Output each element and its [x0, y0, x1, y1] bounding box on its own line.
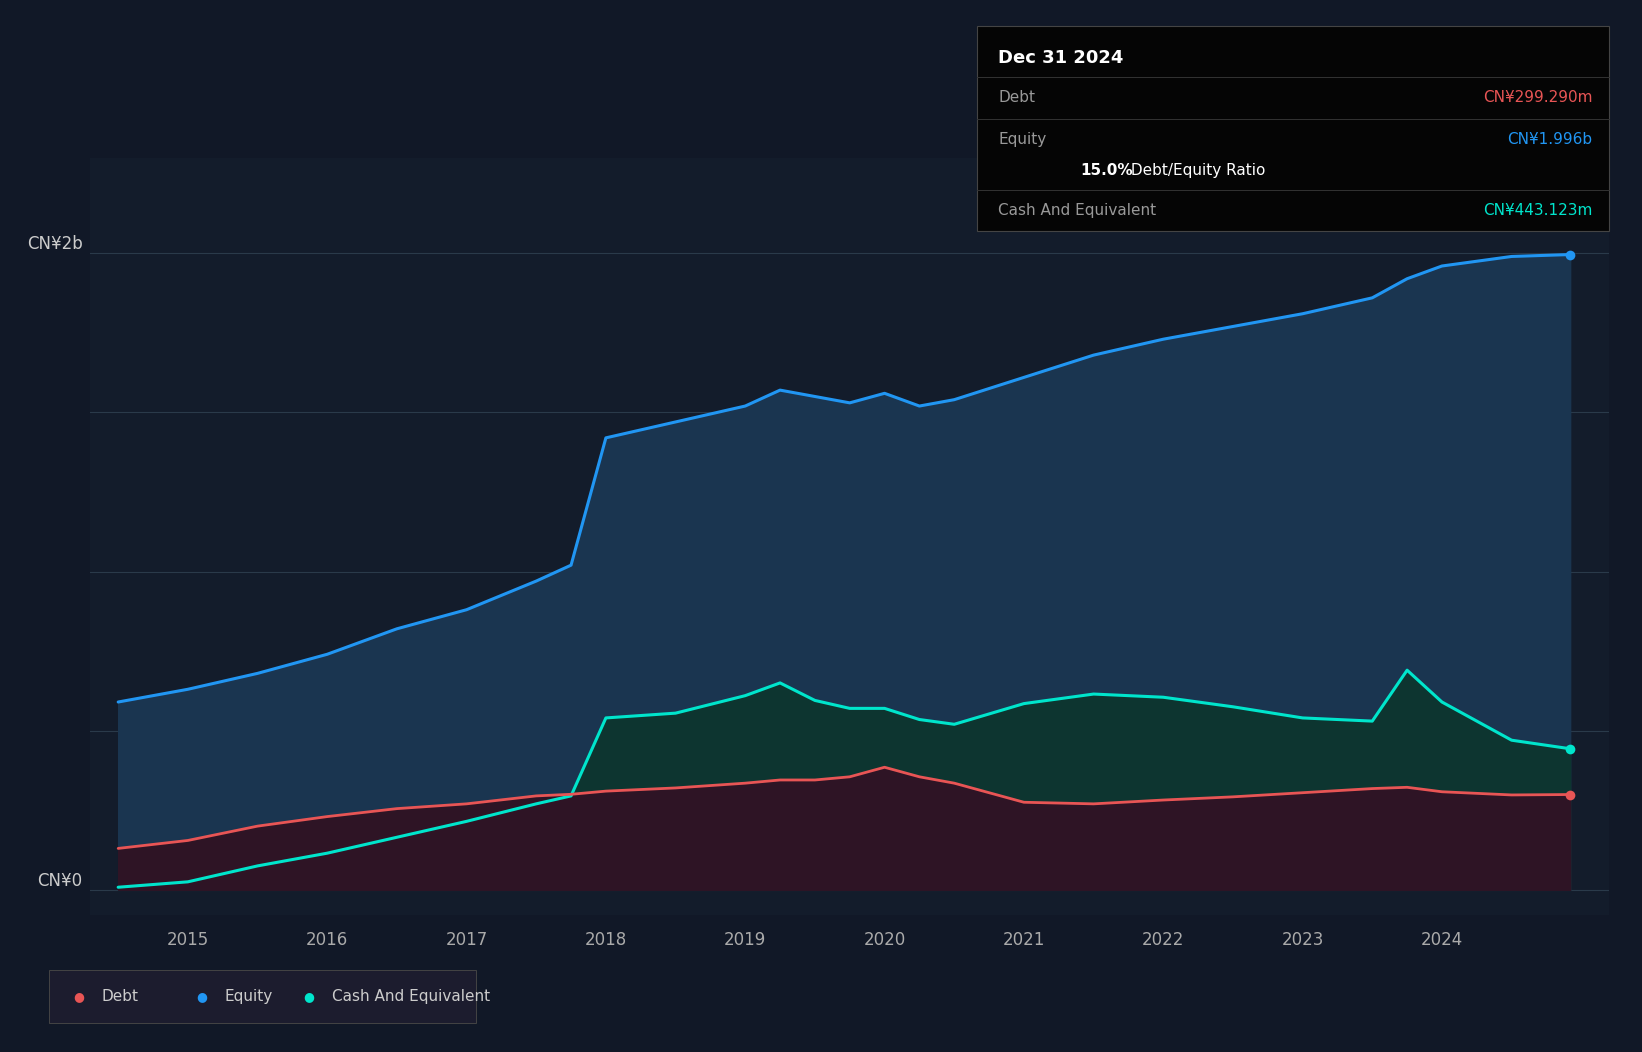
Text: CN¥2b: CN¥2b: [26, 236, 82, 254]
Text: Debt: Debt: [998, 90, 1036, 105]
Text: CN¥1.996b: CN¥1.996b: [1507, 132, 1593, 147]
Text: Cash And Equivalent: Cash And Equivalent: [332, 989, 489, 1004]
Text: ●: ●: [74, 990, 84, 1003]
Text: CN¥299.290m: CN¥299.290m: [1483, 90, 1593, 105]
Text: 15.0%: 15.0%: [1080, 163, 1133, 178]
Text: Dec 31 2024: Dec 31 2024: [998, 48, 1123, 67]
Text: Debt/Equity Ratio: Debt/Equity Ratio: [1126, 163, 1266, 178]
Text: Equity: Equity: [225, 989, 273, 1004]
Text: CN¥0: CN¥0: [38, 872, 82, 890]
Text: ●: ●: [304, 990, 314, 1003]
Text: Equity: Equity: [998, 132, 1046, 147]
Text: CN¥443.123m: CN¥443.123m: [1483, 203, 1593, 218]
Text: Cash And Equivalent: Cash And Equivalent: [998, 203, 1156, 218]
Text: ●: ●: [197, 990, 207, 1003]
Text: Debt: Debt: [102, 989, 140, 1004]
